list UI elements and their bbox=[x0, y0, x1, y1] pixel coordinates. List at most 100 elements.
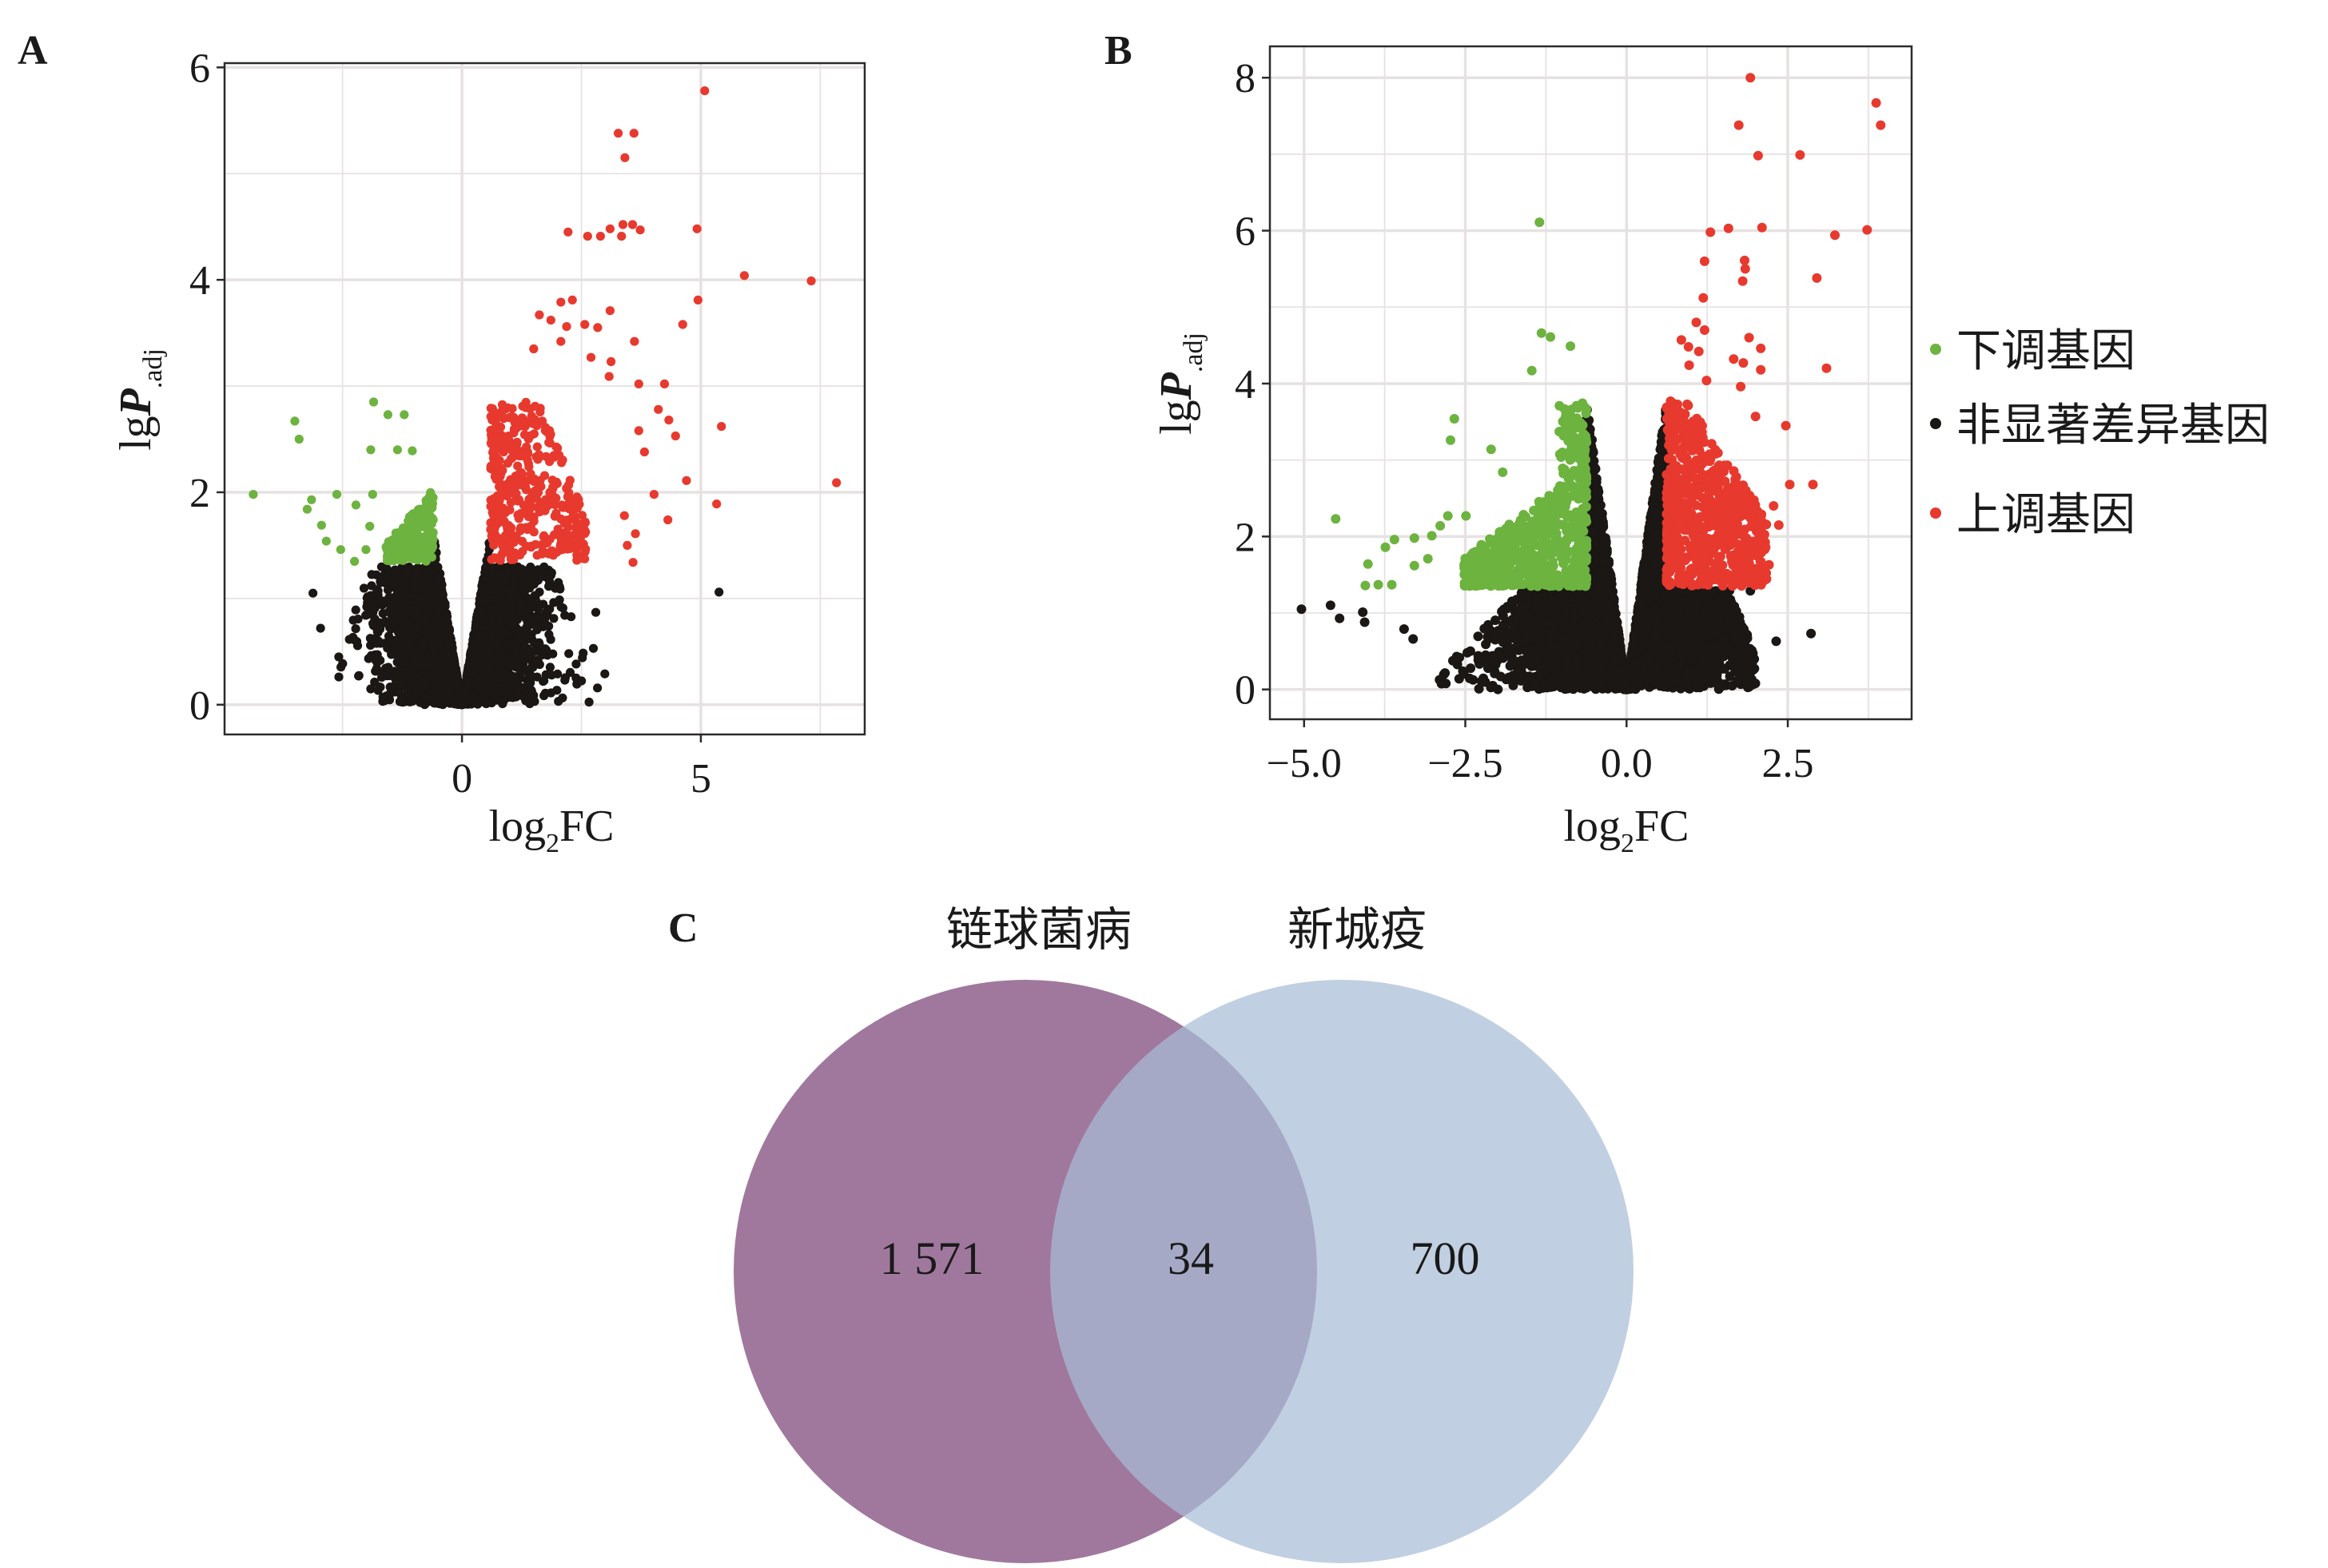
data-point-ns bbox=[556, 603, 566, 612]
data-point-ns bbox=[359, 583, 369, 593]
data-point-ns bbox=[402, 590, 412, 599]
data-point-up bbox=[516, 452, 526, 461]
data-point-ns bbox=[393, 572, 403, 582]
data-point-up bbox=[512, 419, 522, 428]
data-point-up bbox=[664, 416, 674, 425]
data-point-ns bbox=[468, 649, 479, 659]
data-point-ns bbox=[388, 648, 399, 658]
data-point-up bbox=[545, 428, 555, 438]
data-point-up bbox=[503, 479, 513, 488]
data-point-ns bbox=[588, 643, 599, 653]
data-point-up bbox=[607, 356, 616, 367]
data-point-down bbox=[400, 410, 409, 420]
data-point-up bbox=[604, 372, 614, 381]
data-point-ns bbox=[372, 585, 382, 595]
data-point-up bbox=[487, 434, 496, 444]
data-point-ns bbox=[567, 612, 576, 622]
data-point-ns bbox=[480, 614, 489, 623]
data-point-ns bbox=[600, 669, 610, 679]
data-point-up bbox=[529, 527, 539, 537]
data-point-ns bbox=[423, 605, 432, 615]
data-point-up bbox=[526, 469, 535, 479]
data-point-up bbox=[496, 488, 507, 497]
data-point-down bbox=[368, 490, 377, 499]
data-point-ns bbox=[390, 583, 400, 592]
data-point-ns bbox=[535, 587, 544, 597]
data-point-up bbox=[556, 336, 566, 346]
data-point-ns bbox=[410, 671, 420, 681]
data-point-ns bbox=[544, 582, 554, 591]
data-point-down bbox=[249, 490, 258, 499]
data-point-up bbox=[563, 227, 573, 237]
x-tick-label: 5 bbox=[690, 756, 711, 802]
data-point-ns bbox=[428, 635, 439, 644]
data-point-ns bbox=[412, 660, 422, 670]
data-point-ns bbox=[438, 595, 448, 604]
data-point-up bbox=[629, 129, 639, 138]
data-point-ns bbox=[376, 576, 385, 587]
data-point-ns bbox=[555, 582, 564, 591]
data-point-up bbox=[493, 470, 503, 480]
data-point-ns bbox=[431, 681, 440, 691]
data-point-down bbox=[399, 535, 408, 545]
data-point-up bbox=[593, 323, 603, 332]
data-point-ns bbox=[477, 581, 487, 591]
data-point-ns bbox=[529, 638, 539, 648]
data-point-ns bbox=[406, 624, 416, 635]
data-point-up bbox=[568, 512, 578, 522]
data-point-ns bbox=[491, 687, 501, 697]
data-point-up bbox=[682, 476, 691, 485]
data-point-ns bbox=[492, 638, 503, 647]
y-tick-label: 0 bbox=[189, 683, 210, 729]
data-point-up bbox=[496, 551, 507, 560]
data-point-ns bbox=[549, 598, 559, 607]
data-point-up bbox=[580, 529, 590, 539]
data-point-down bbox=[384, 537, 393, 547]
data-point-up bbox=[620, 153, 630, 162]
data-point-ns bbox=[423, 564, 432, 574]
data-point-ns bbox=[523, 628, 533, 638]
data-point-up bbox=[540, 506, 550, 515]
data-point-ns bbox=[539, 690, 549, 701]
data-point-ns bbox=[516, 564, 527, 574]
data-point-up bbox=[532, 442, 542, 452]
data-point-down bbox=[368, 397, 379, 407]
data-point-down bbox=[384, 555, 393, 564]
y-tick-label: 2 bbox=[189, 471, 210, 516]
data-point-down bbox=[361, 545, 371, 555]
data-point-ns bbox=[486, 657, 496, 667]
data-point-up bbox=[634, 379, 643, 388]
data-point-up bbox=[649, 490, 659, 499]
data-point-ns bbox=[510, 580, 519, 591]
data-point-up bbox=[519, 430, 530, 440]
data-point-up bbox=[505, 543, 515, 552]
data-point-up bbox=[559, 542, 568, 551]
data-point-up bbox=[537, 549, 547, 559]
data-point-up bbox=[581, 544, 591, 554]
data-point-ns bbox=[371, 667, 380, 676]
data-point-ns bbox=[549, 614, 559, 623]
data-point-ns bbox=[394, 677, 404, 686]
data-point-up bbox=[528, 419, 538, 428]
data-point-ns bbox=[373, 686, 383, 695]
data-point-up bbox=[499, 448, 508, 457]
data-point-ns bbox=[525, 651, 535, 662]
data-point-ns bbox=[714, 587, 724, 597]
data-point-ns bbox=[353, 615, 363, 624]
data-point-ns bbox=[434, 666, 444, 675]
data-point-ns bbox=[593, 683, 603, 693]
data-point-ns bbox=[384, 607, 394, 617]
data-point-ns bbox=[396, 697, 406, 706]
data-point-ns bbox=[412, 566, 421, 576]
data-point-up bbox=[692, 224, 702, 233]
data-point-down bbox=[424, 547, 433, 557]
data-point-up bbox=[693, 295, 703, 304]
data-point-up bbox=[556, 297, 566, 307]
data-point-ns bbox=[584, 697, 594, 707]
data-point-ns bbox=[380, 596, 390, 606]
data-point-up bbox=[573, 500, 583, 510]
data-point-ns bbox=[362, 610, 372, 619]
data-point-up bbox=[521, 403, 531, 412]
data-point-up bbox=[623, 540, 632, 551]
data-point-up bbox=[605, 224, 615, 233]
